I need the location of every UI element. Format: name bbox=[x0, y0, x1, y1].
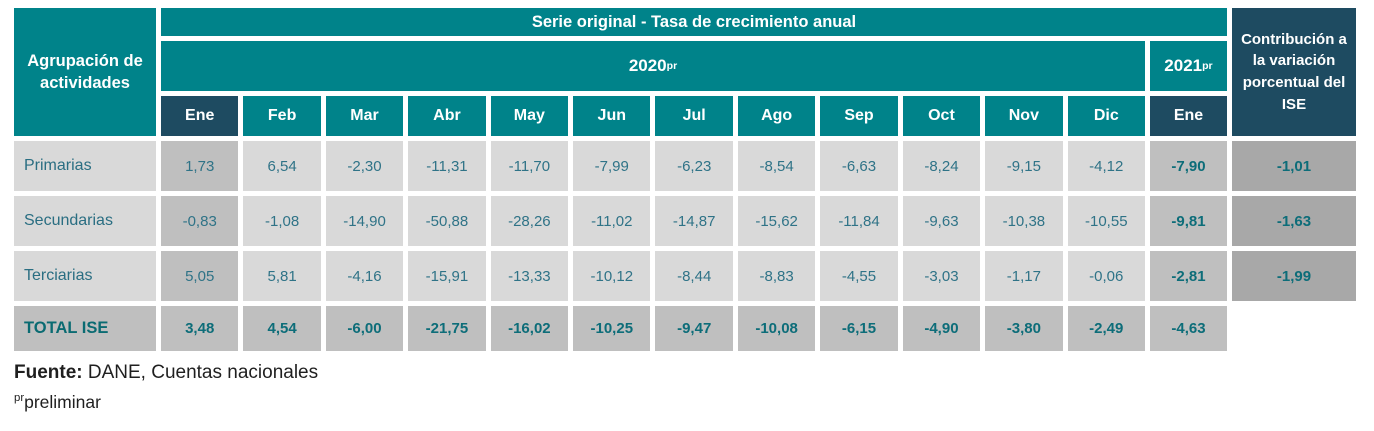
preliminary-text: preliminar bbox=[24, 392, 101, 412]
row-label-terciarias: Terciarias bbox=[14, 251, 156, 301]
ise-growth-table: Agrupación de actividades Serie original… bbox=[14, 8, 1356, 351]
table-cell: -14,90 bbox=[325, 196, 404, 246]
table-cell: -16,02 bbox=[490, 306, 569, 351]
month-header-abr: Abr bbox=[408, 96, 486, 136]
table-cell: -4,12 bbox=[1067, 141, 1145, 191]
month-header-may: May bbox=[490, 96, 569, 136]
table-cell: -10,12 bbox=[573, 251, 651, 301]
source-text: DANE, Cuentas nacionales bbox=[82, 362, 319, 383]
month-header-dic: Dic bbox=[1067, 96, 1145, 136]
table-cell: -8,44 bbox=[655, 251, 733, 301]
table-cell: -4,55 bbox=[820, 251, 898, 301]
month-header-ene-2020: Ene bbox=[161, 96, 239, 136]
table-cell-2021: -2,81 bbox=[1149, 251, 1227, 301]
table-cell: -6,23 bbox=[655, 141, 733, 191]
table-cell: -4,90 bbox=[902, 306, 981, 351]
table-cell: -11,70 bbox=[490, 141, 569, 191]
row-label-secundarias: Secundarias bbox=[14, 196, 156, 246]
contribution-header: Contribución a la variación porcentual d… bbox=[1231, 8, 1356, 136]
table-cell: 5,05 bbox=[161, 251, 239, 301]
table-cell: -7,99 bbox=[573, 141, 651, 191]
table-cell-contribution: -1,63 bbox=[1231, 196, 1356, 246]
table-cell: -8,54 bbox=[737, 141, 816, 191]
table-cell: -11,31 bbox=[408, 141, 486, 191]
table-cell: -15,91 bbox=[408, 251, 486, 301]
table-cell: 4,54 bbox=[243, 306, 321, 351]
table-cell: -15,62 bbox=[737, 196, 816, 246]
table-cell: -6,00 bbox=[325, 306, 404, 351]
table-cell: -14,87 bbox=[655, 196, 733, 246]
month-header-sep: Sep bbox=[820, 96, 898, 136]
month-header-nov: Nov bbox=[985, 96, 1063, 136]
source-label: Fuente: bbox=[14, 362, 83, 383]
month-header-ene-2021: Ene bbox=[1149, 96, 1227, 136]
month-header-mar: Mar bbox=[325, 96, 404, 136]
table-cell: -8,83 bbox=[737, 251, 816, 301]
table-cell: -50,88 bbox=[408, 196, 486, 246]
table-cell: -2,30 bbox=[325, 141, 404, 191]
table-cell: -3,03 bbox=[902, 251, 981, 301]
table-cell: -1,08 bbox=[243, 196, 321, 246]
year-2021-label: 2021 bbox=[1164, 56, 1203, 75]
table-cell-contribution: -1,99 bbox=[1231, 251, 1356, 301]
table-cell: -11,02 bbox=[573, 196, 651, 246]
table-cell: -10,25 bbox=[573, 306, 651, 351]
table-cell: -2,49 bbox=[1067, 306, 1145, 351]
preliminary-superscript: pr bbox=[14, 392, 25, 405]
table-cell: -28,26 bbox=[490, 196, 569, 246]
row-label-total-ise: TOTAL ISE bbox=[14, 306, 156, 351]
year-header-2021: 2021 pr bbox=[1149, 41, 1227, 91]
table-cell: -6,15 bbox=[820, 306, 898, 351]
corner-header-agrupacion: Agrupación de actividades bbox=[14, 8, 156, 136]
table-cell-contribution: -1,01 bbox=[1231, 141, 1356, 191]
table-cell-2021: -9,81 bbox=[1149, 196, 1227, 246]
table-cell: -9,15 bbox=[985, 141, 1063, 191]
year-header-2020: 2020 pr bbox=[161, 41, 1145, 91]
table-cell: -6,63 bbox=[820, 141, 898, 191]
source-line: Fuente: DANE, Cuentas nacionales bbox=[14, 362, 318, 384]
preliminary-note: prpreliminar bbox=[14, 392, 101, 413]
month-header-oct: Oct bbox=[902, 96, 981, 136]
table-cell: -3,80 bbox=[985, 306, 1063, 351]
month-header-jun: Jun bbox=[573, 96, 651, 136]
month-header-jul: Jul bbox=[655, 96, 733, 136]
table-cell: -10,08 bbox=[737, 306, 816, 351]
month-header-feb: Feb bbox=[243, 96, 321, 136]
table-cell: -1,17 bbox=[985, 251, 1063, 301]
table-title: Serie original - Tasa de crecimiento anu… bbox=[161, 8, 1227, 36]
table-cell: -21,75 bbox=[408, 306, 486, 351]
table-cell: 6,54 bbox=[243, 141, 321, 191]
table-cell: -0,83 bbox=[161, 196, 239, 246]
table-cell: 3,48 bbox=[161, 306, 239, 351]
table-cell: 5,81 bbox=[243, 251, 321, 301]
table-cell: -0,06 bbox=[1067, 251, 1145, 301]
table-cell: -10,55 bbox=[1067, 196, 1145, 246]
table-cell: 1,73 bbox=[161, 141, 239, 191]
table-cell: -13,33 bbox=[490, 251, 569, 301]
table-cell: -9,63 bbox=[902, 196, 981, 246]
table-cell: -11,84 bbox=[820, 196, 898, 246]
month-header-ago: Ago bbox=[737, 96, 816, 136]
table-cell-2021: -4,63 bbox=[1149, 306, 1227, 351]
table-cell: -9,47 bbox=[655, 306, 733, 351]
table-cell-2021: -7,90 bbox=[1149, 141, 1227, 191]
table-cell: -8,24 bbox=[902, 141, 981, 191]
row-label-primarias: Primarias bbox=[14, 141, 156, 191]
year-2020-label: 2020 bbox=[628, 56, 667, 75]
table-cell: -4,16 bbox=[325, 251, 404, 301]
table-cell: -10,38 bbox=[985, 196, 1063, 246]
